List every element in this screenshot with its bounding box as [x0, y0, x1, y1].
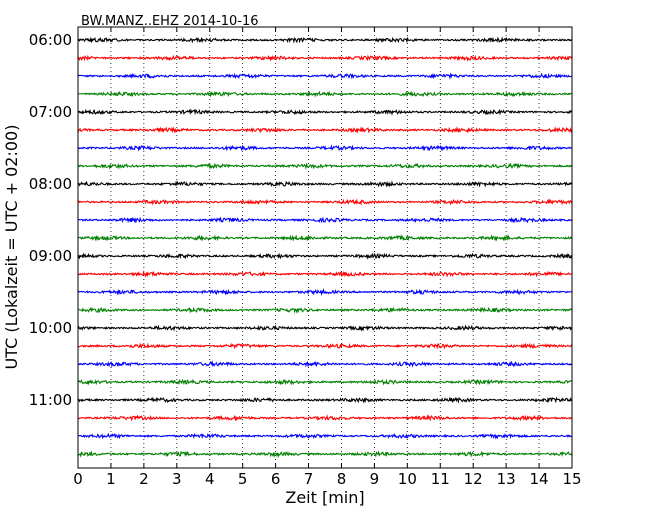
x-tick-label: 1: [106, 470, 116, 488]
x-tick-label: 6: [271, 470, 281, 488]
y-tick-label: 09:00: [29, 247, 72, 265]
trace-line: [77, 432, 573, 440]
trace-line: [77, 54, 573, 62]
y-tick-label: 07:00: [29, 103, 72, 121]
trace-line: [77, 360, 573, 368]
trace-line: [77, 108, 573, 116]
y-tick-label: 11:00: [29, 391, 72, 409]
trace-line: [77, 162, 573, 171]
x-tick-label: 8: [337, 470, 347, 488]
trace-line: [77, 36, 573, 44]
x-axis: 0 1 2 3 4 5 6 7 8 9 10 11 12 13 14 15: [73, 27, 582, 488]
x-tick-label: 15: [562, 470, 581, 488]
trace-line: [77, 234, 573, 242]
trace-line: [77, 396, 573, 404]
seismic-traces: [77, 36, 573, 458]
trace-line: [77, 414, 573, 422]
trace-line: [77, 270, 573, 278]
trace-line: [77, 324, 573, 332]
trace-line: [77, 252, 573, 260]
trace-line: [77, 216, 573, 224]
plot-frame: [77, 26, 573, 469]
x-tick-label: 3: [172, 470, 182, 488]
y-axis-label: UTC (Lokalzeit = UTC + 02:00): [2, 125, 21, 370]
x-tick-label: 9: [370, 470, 380, 488]
trace-line: [77, 72, 573, 80]
trace-line: [77, 90, 573, 98]
y-tick-label: 10:00: [29, 319, 72, 337]
trace-line: [77, 144, 573, 152]
x-tick-label: 4: [205, 470, 215, 488]
x-tick-label: 2: [139, 470, 149, 488]
trace-line: [77, 450, 573, 458]
trace-line: [77, 306, 573, 314]
x-axis-label: Zeit [min]: [285, 488, 364, 507]
x-tick-label: 7: [304, 470, 314, 488]
y-tick-label: 06:00: [29, 31, 72, 49]
x-tick-label: 11: [431, 470, 450, 488]
x-grid: [110, 27, 540, 468]
trace-line: [77, 288, 573, 297]
y-tick-label: 08:00: [29, 175, 72, 193]
trace-line: [77, 180, 573, 188]
x-tick-label: 10: [398, 470, 417, 488]
chart-title: BW.MANZ..EHZ 2014-10-16: [81, 14, 259, 29]
x-tick-label: 14: [530, 470, 549, 488]
trace-line: [77, 126, 573, 134]
y-axis: 06:00 07:00 08:00 09:00 10:00 11:00: [29, 31, 572, 409]
x-tick-label: 13: [497, 470, 516, 488]
x-tick-label: 12: [464, 470, 483, 488]
trace-line: [77, 378, 573, 386]
trace-line: [77, 342, 573, 350]
trace-line: [77, 198, 573, 206]
x-tick-label: 0: [73, 470, 83, 488]
x-tick-label: 5: [238, 470, 248, 488]
